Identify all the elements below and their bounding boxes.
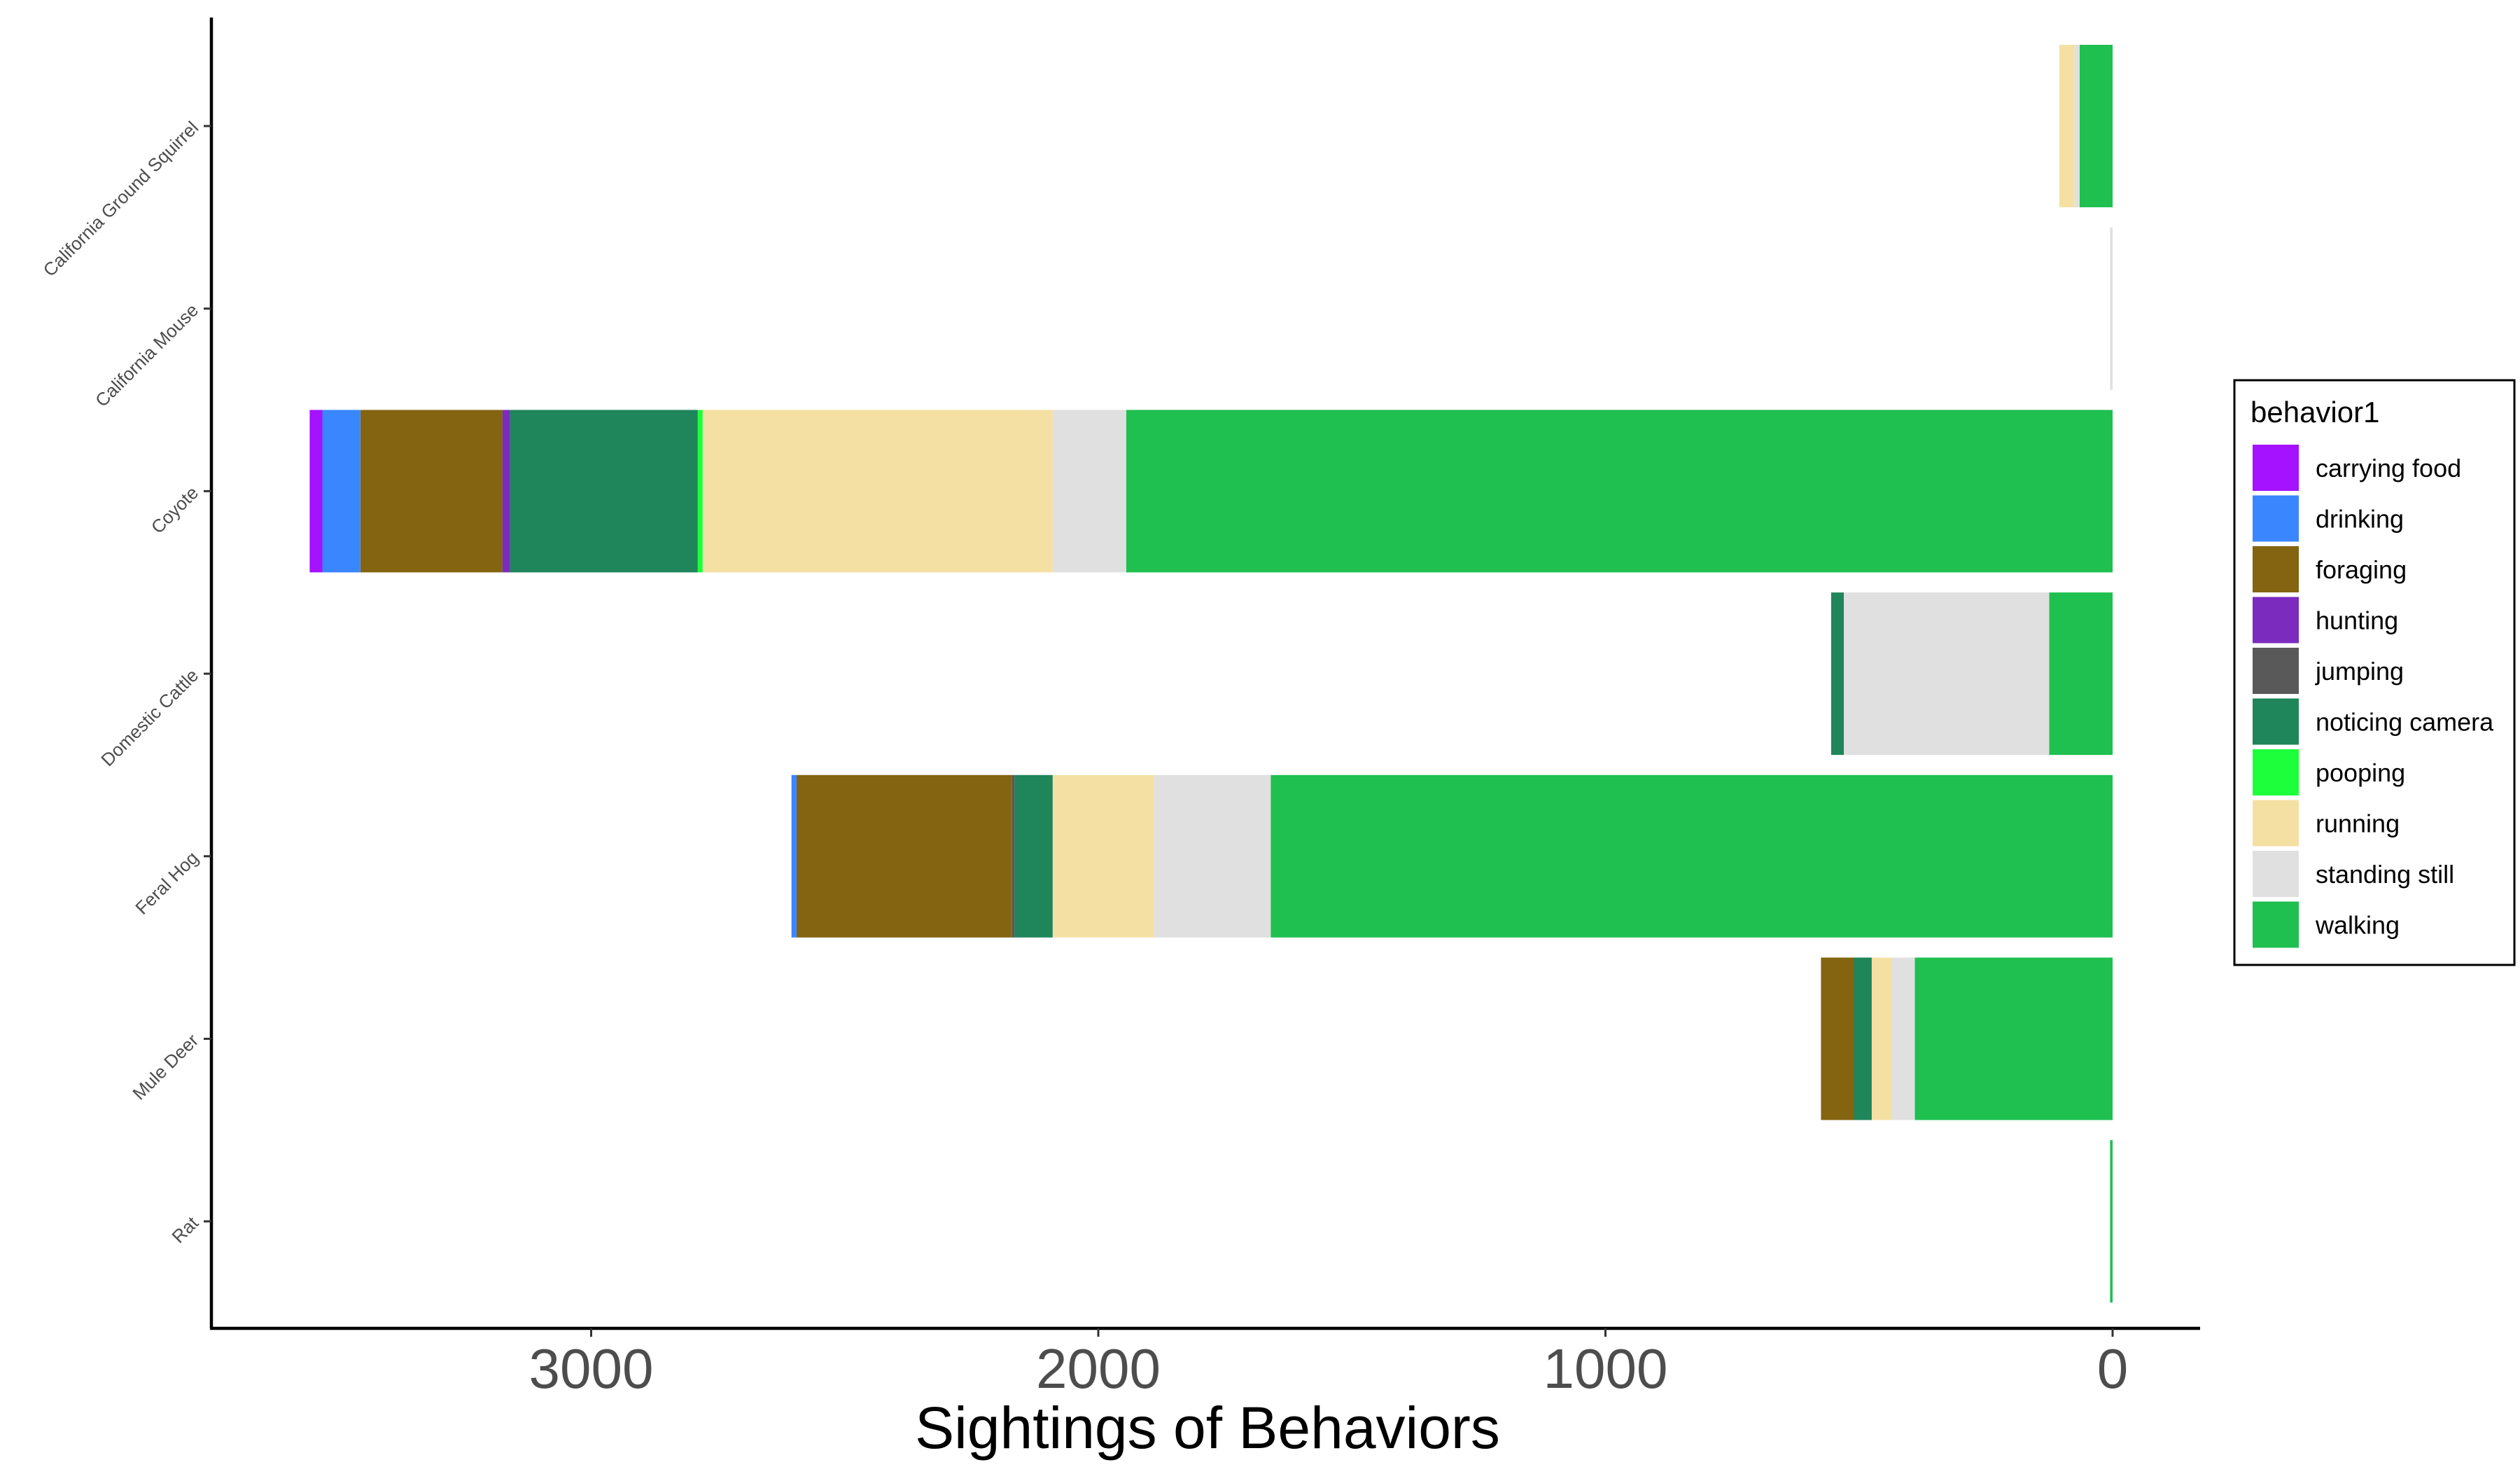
bar-segment-mule-deer-running <box>1871 957 1892 1120</box>
y-tick-label: Coyote <box>147 482 202 537</box>
bar-segment-california-mouse-standing-still <box>2110 227 2113 390</box>
x-tick-label: 2000 <box>1036 1337 1161 1400</box>
bar-segment-feral-hog-running <box>1052 774 1154 938</box>
bar-segment-coyote-noticing-camera <box>510 410 698 573</box>
x-tick-label: 3000 <box>529 1337 654 1400</box>
y-tick-label: Domestic Cattle <box>97 665 202 770</box>
bar-segment-feral-hog-noticing-camera <box>1014 774 1053 938</box>
legend-label: running <box>2316 809 2400 838</box>
bar-segment-coyote-standing-still <box>1052 410 1126 573</box>
y-tick-label: Rat <box>167 1212 202 1247</box>
bar-segment-california-ground-squirrel-running <box>2059 45 2075 207</box>
legend-key-running <box>2253 800 2299 847</box>
y-tick-label: Mule Deer <box>128 1029 202 1104</box>
legend-key-carrying-food <box>2253 445 2299 491</box>
bar-segment-coyote-hunting <box>502 410 510 573</box>
legend-label: noticing camera <box>2316 708 2494 737</box>
x-tick-label: 1000 <box>1544 1337 1668 1400</box>
bar-segment-domestic-cattle-noticing-camera <box>1830 592 1844 756</box>
bar-segment-feral-hog-drinking <box>791 774 797 938</box>
y-tick-label: California Ground Squirrel <box>38 117 202 281</box>
bar-segment-coyote-foraging <box>360 410 503 573</box>
bar-segment-coyote-drinking <box>322 410 360 573</box>
bar-segment-mule-deer-standing-still <box>1891 957 1915 1120</box>
legend-key-jumping <box>2253 648 2299 694</box>
legend-key-drinking <box>2253 495 2299 542</box>
bar-segment-coyote-pooping <box>697 410 703 573</box>
bar-segment-rat-walking <box>2110 1140 2113 1303</box>
y-tick-label: California Mouse <box>91 300 202 411</box>
legend-key-standing-still <box>2253 851 2299 897</box>
bar-segment-california-ground-squirrel-walking <box>2079 45 2113 207</box>
legend-key-pooping <box>2253 749 2299 795</box>
legend-label: pooping <box>2316 758 2405 787</box>
legend-title: behavior1 <box>2250 396 2379 429</box>
bar-segment-mule-deer-foraging <box>1821 957 1854 1120</box>
bar-segment-feral-hog-standing-still <box>1154 774 1271 938</box>
legend-label: foraging <box>2316 555 2407 584</box>
bar-segment-coyote-carrying-food <box>309 410 323 573</box>
legend-key-walking <box>2253 901 2299 948</box>
y-ticks-group: California Ground Squirrel California Mou… <box>38 117 211 1247</box>
bar-segment-domestic-cattle-standing-still <box>1844 592 2050 756</box>
legend-key-foraging <box>2253 546 2299 592</box>
legend-label: carrying food <box>2316 454 2461 482</box>
x-tick-label: 0 <box>2097 1337 2129 1400</box>
x-ticks-group: 3000 2000 1000 0 <box>529 1328 2129 1400</box>
legend-items: carrying food drinking foraging hunting jump… <box>2253 445 2494 948</box>
bar-segment-mule-deer-noticing-camera <box>1854 957 1872 1120</box>
legend-key-hunting <box>2253 597 2299 644</box>
bar-segment-feral-hog-foraging <box>796 774 1012 938</box>
bars-group <box>309 45 2113 1303</box>
legend-label: jumping <box>2315 657 2404 686</box>
bar-segment-coyote-running <box>702 410 1053 573</box>
legend-label: walking <box>2315 911 2400 940</box>
bar-segment-california-ground-squirrel-standing-still <box>2074 45 2080 207</box>
bar-segment-feral-hog-jumping <box>1011 774 1015 938</box>
y-tick-label: Feral Hog <box>131 847 202 919</box>
legend-label: drinking <box>2316 505 2404 534</box>
bar-segment-feral-hog-walking <box>1270 774 2113 938</box>
bar-segment-coyote-walking <box>1126 410 2113 573</box>
x-axis-title: Sightings of Behaviors <box>915 1395 1500 1461</box>
bar-segment-domestic-cattle-walking <box>2049 592 2113 756</box>
legend-label: hunting <box>2316 606 2398 635</box>
legend-key-noticing-camera <box>2253 698 2299 745</box>
legend: behavior1 carrying food drinking foraging h… <box>2233 379 2516 966</box>
bar-segment-mule-deer-walking <box>1914 957 2113 1120</box>
legend-label: standing still <box>2316 860 2454 889</box>
